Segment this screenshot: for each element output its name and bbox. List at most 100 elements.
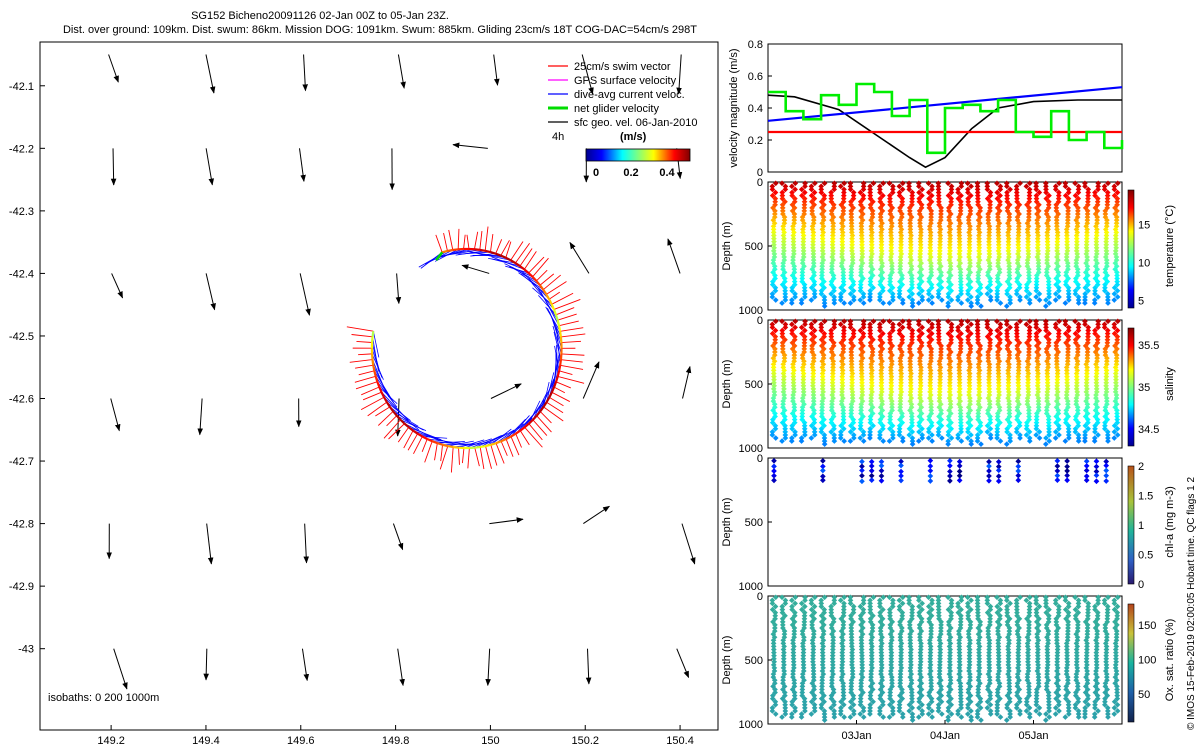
profile-point xyxy=(976,238,982,245)
profile-point xyxy=(1043,297,1049,303)
profile-point xyxy=(1103,235,1110,242)
velocity-ytick-label: 0.2 xyxy=(748,135,763,147)
profile-point xyxy=(937,382,943,389)
profile-point xyxy=(812,318,818,325)
profile-point xyxy=(829,376,836,383)
profile-point xyxy=(985,211,991,217)
profile-point xyxy=(1006,266,1013,273)
profile-point xyxy=(840,346,847,352)
profile-point xyxy=(789,330,795,337)
profile-point xyxy=(916,327,922,334)
profile-point xyxy=(984,186,991,193)
profile-point xyxy=(917,251,924,257)
profile-point xyxy=(886,318,893,325)
profile-point xyxy=(909,284,915,291)
profile-point xyxy=(850,287,857,294)
profile-point xyxy=(967,208,974,214)
profile-point xyxy=(860,192,867,199)
profile-point xyxy=(909,441,916,447)
swim-vector xyxy=(474,447,480,467)
profile-point xyxy=(839,241,846,248)
profile-point xyxy=(1014,214,1021,220)
profile-point xyxy=(867,324,873,331)
profile-point xyxy=(860,186,867,193)
map-ytick-label: -42.9 xyxy=(9,581,34,593)
profile-point xyxy=(876,435,883,441)
profile-point xyxy=(780,379,787,386)
profile-point xyxy=(799,269,806,276)
profile-point xyxy=(867,330,874,337)
profile-point xyxy=(984,321,991,328)
map-cbar-tick-0: 0 xyxy=(593,167,599,179)
profile-point xyxy=(984,183,991,190)
current-vector xyxy=(546,372,555,403)
map-cbar-tick-1: 0.2 xyxy=(623,167,638,179)
profile-point xyxy=(995,238,1002,245)
profile-point xyxy=(1053,205,1060,211)
profile-point xyxy=(809,223,816,230)
profile-point xyxy=(919,192,925,199)
swim-vector xyxy=(435,234,443,253)
profile-point xyxy=(839,248,846,254)
profile-point xyxy=(964,318,971,325)
swim-vector xyxy=(397,426,410,443)
swim-vector xyxy=(424,441,433,463)
profile-point xyxy=(995,367,1002,374)
track-segment xyxy=(484,249,491,254)
profile-point xyxy=(1025,266,1032,273)
profile-point xyxy=(849,373,855,380)
profile-point xyxy=(840,407,847,414)
profile-point xyxy=(919,297,926,303)
profile-point xyxy=(1113,238,1119,245)
profile-point xyxy=(956,373,963,380)
profile-point xyxy=(1015,238,1022,245)
profile-point xyxy=(850,192,857,199)
profile-point xyxy=(946,214,952,220)
velocity-ytick-label: 0.4 xyxy=(748,103,763,115)
profile-point xyxy=(888,229,894,236)
profile-point xyxy=(968,321,974,328)
profile-point xyxy=(1033,275,1040,282)
profile-point xyxy=(927,373,934,380)
profile-point xyxy=(897,401,904,408)
profile-point xyxy=(909,192,916,199)
swim-vector xyxy=(543,406,564,422)
current-vector xyxy=(400,419,427,431)
profile-point xyxy=(850,278,857,285)
profile-point xyxy=(840,278,847,285)
profile-point xyxy=(948,198,954,205)
profile-point xyxy=(811,294,818,300)
profile-point xyxy=(896,183,903,190)
profile-point xyxy=(907,355,913,361)
profile-point xyxy=(877,195,884,202)
profile-point xyxy=(898,241,904,248)
profile-point xyxy=(909,297,916,303)
profile-cbar-tick: 1.5 xyxy=(1138,491,1153,503)
profile-point xyxy=(967,205,974,211)
profile-point xyxy=(984,422,991,429)
profile-point xyxy=(1015,229,1022,236)
profile-point xyxy=(818,425,825,432)
profile-point xyxy=(935,318,942,325)
profile-point xyxy=(772,284,779,291)
swim-vector xyxy=(515,242,530,264)
profile-point xyxy=(937,232,944,239)
profile-ytick-label: 1000 xyxy=(739,719,763,731)
profile-point xyxy=(889,291,896,297)
profile-point xyxy=(957,269,964,276)
profile-point xyxy=(798,300,805,306)
profile-point xyxy=(938,346,944,352)
profile-point xyxy=(829,373,836,380)
profile-point xyxy=(810,389,817,395)
profile-point xyxy=(975,287,981,294)
profile-point xyxy=(1033,183,1039,190)
profile-point xyxy=(877,416,884,423)
track-segment xyxy=(510,432,517,438)
profile-point xyxy=(799,413,806,420)
profile-point xyxy=(965,429,971,435)
profile-point xyxy=(808,297,815,303)
profile-point xyxy=(945,330,952,337)
profile-point xyxy=(867,281,874,288)
profile-point xyxy=(1046,294,1052,300)
profile-point xyxy=(830,226,836,233)
